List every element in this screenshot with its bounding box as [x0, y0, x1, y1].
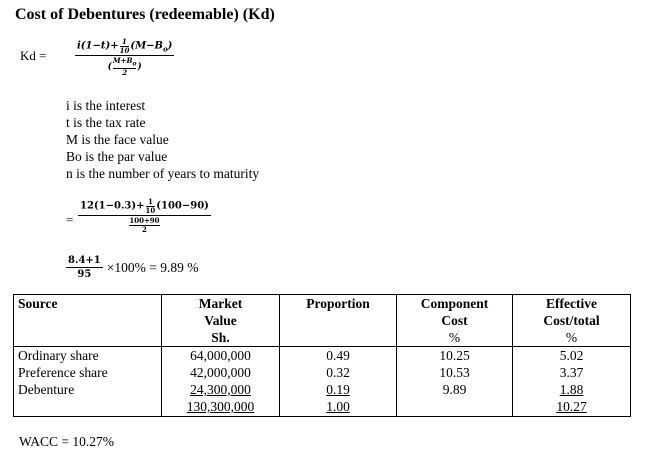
- definition-item: t is the tax rate: [66, 115, 146, 130]
- header-effective-cost: Effective Cost/total %: [512, 294, 631, 347]
- table-row: Source Market Value Sh. Proportion Compo…: [13, 294, 631, 347]
- kd-formula-numerator: i(1−t)+ 1 10 (M−Bo): [77, 37, 173, 55]
- substitution-formula: 12(1−0.3)+ 1 10 (100−90) 100+90 2: [78, 198, 211, 233]
- result-text: ×100% = 9.89 %: [106, 259, 199, 275]
- result-fraction: 8.4+1 95: [66, 255, 103, 280]
- table-row: Ordinary share Preference share Debentur…: [13, 346, 631, 417]
- definition-item: Bo is the par value: [66, 149, 168, 164]
- substitution-equals: =: [66, 212, 74, 227]
- header-source: Source: [13, 294, 162, 347]
- wacc-result: WACC = 10.27%: [19, 434, 114, 449]
- header-market-value: Market Value Sh.: [161, 294, 280, 347]
- source-cell: Ordinary share Preference share Debentur…: [13, 346, 162, 417]
- definition-item: i is the interest: [66, 98, 146, 113]
- definition-item: M is the face value: [66, 132, 169, 147]
- wacc-table: Source Market Value Sh. Proportion Compo…: [13, 294, 631, 417]
- substitution-denominator: 100+90 2: [129, 216, 160, 234]
- proportion-cell: 0.49 0.32 0.19 1.00: [279, 346, 397, 417]
- substitution-numerator: 12(1−0.3)+ 1 10 (100−90): [80, 197, 209, 215]
- variable-definitions: i is the interest t is the tax rate M is…: [66, 97, 259, 182]
- definition-item: n is the number of years to maturity: [66, 166, 260, 181]
- kd-formula-denominator: (M+Bo 2): [107, 56, 142, 78]
- kd-label: Kd =: [20, 48, 47, 63]
- result-line: 8.4+1 95 ×100% = 9.89 %: [66, 255, 198, 280]
- header-proportion: Proportion: [279, 294, 397, 347]
- component-cost-cell: 10.25 10.53 9.89: [396, 346, 513, 417]
- market-value-cell: 64,000,000 42,000,000 24,300,000 130,300…: [161, 346, 280, 417]
- kd-formula: i(1−t)+ 1 10 (M−Bo) (M+Bo 2): [75, 37, 175, 78]
- effective-cost-cell: 5.02 3.37 1.88 10.27: [512, 346, 631, 417]
- header-component-cost: Component Cost %: [396, 294, 513, 347]
- page-title: Cost of Debentures (redeemable) (Kd): [15, 6, 275, 23]
